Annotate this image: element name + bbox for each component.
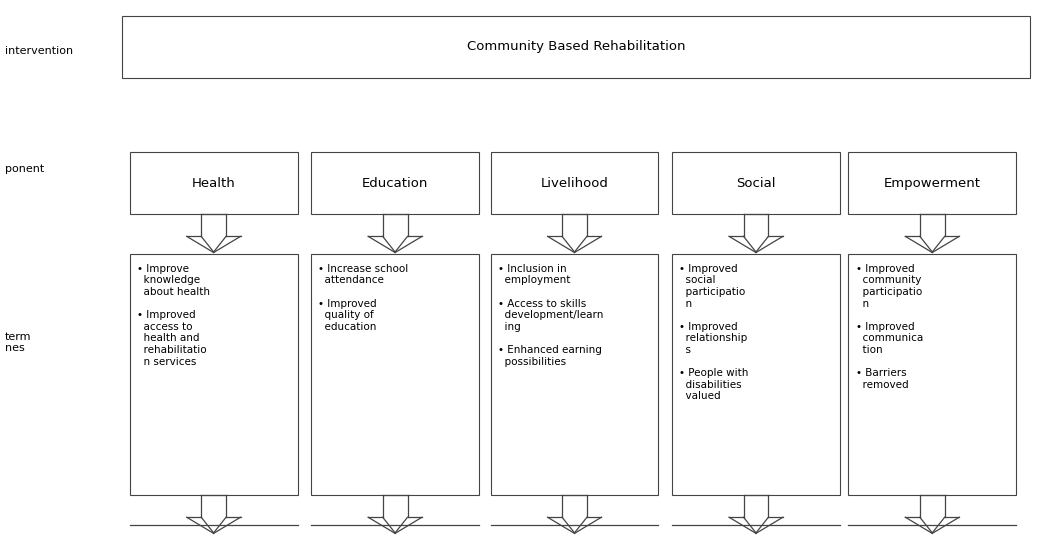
Text: • Improved
  social
  participatio
  n

• Improved
  relationship
  s

• People : • Improved social participatio n • Impro… [679, 264, 749, 401]
FancyBboxPatch shape [311, 152, 479, 214]
FancyBboxPatch shape [122, 16, 1030, 78]
Text: Social: Social [736, 177, 776, 190]
Text: Empowerment: Empowerment [884, 177, 981, 190]
Text: ponent: ponent [5, 164, 45, 173]
Text: Livelihood: Livelihood [540, 177, 609, 190]
FancyBboxPatch shape [130, 254, 298, 495]
Text: intervention: intervention [5, 46, 74, 56]
FancyBboxPatch shape [491, 152, 658, 214]
FancyBboxPatch shape [672, 152, 840, 214]
Text: Health: Health [192, 177, 235, 190]
Text: • Inclusion in
  employment

• Access to skills
  development/learn
  ing

• Enh: • Inclusion in employment • Access to sk… [498, 264, 604, 366]
Text: term
nes: term nes [5, 332, 32, 353]
FancyBboxPatch shape [848, 152, 1016, 214]
Text: Community Based Rehabilitation: Community Based Rehabilitation [467, 40, 685, 54]
Text: Education: Education [362, 177, 428, 190]
Text: • Increase school
  attendance

• Improved
  quality of
  education: • Increase school attendance • Improved … [318, 264, 409, 332]
FancyBboxPatch shape [311, 254, 479, 495]
FancyBboxPatch shape [130, 152, 298, 214]
Text: • Improve
  knowledge
  about health

• Improved
  access to
  health and
  reha: • Improve knowledge about health • Impro… [137, 264, 209, 366]
FancyBboxPatch shape [491, 254, 658, 495]
FancyBboxPatch shape [672, 254, 840, 495]
Text: • Improved
  community
  participatio
  n

• Improved
  communica
  tion

• Barr: • Improved community participatio n • Im… [856, 264, 923, 390]
FancyBboxPatch shape [848, 254, 1016, 495]
